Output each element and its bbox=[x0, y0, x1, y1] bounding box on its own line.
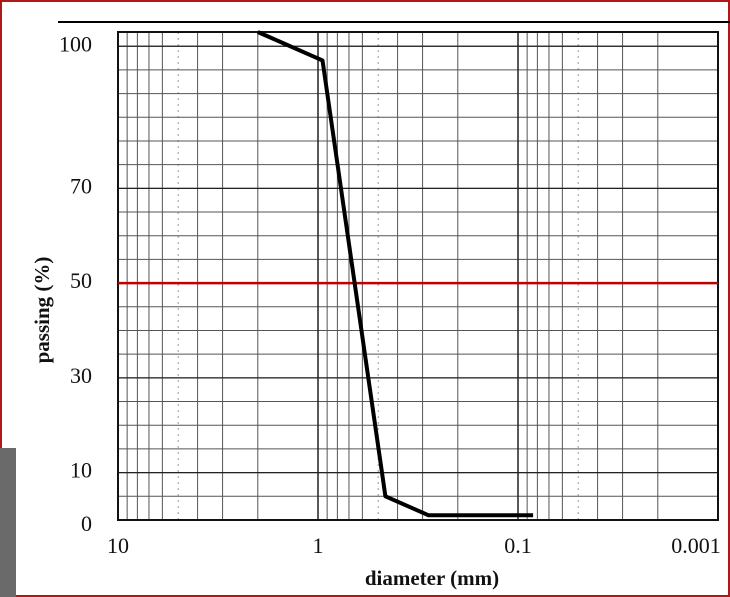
y-tick-label: 30 bbox=[70, 363, 92, 388]
x-tick-label: 1 bbox=[313, 533, 324, 558]
x-tick-label: 0.001 bbox=[671, 533, 721, 558]
y-tick-label: 0 bbox=[81, 511, 92, 536]
y-axis-label: passing (%) bbox=[30, 257, 54, 364]
plot-border bbox=[117, 31, 719, 521]
data-line bbox=[256, 30, 534, 518]
x-tick-label: 0.1 bbox=[504, 533, 532, 558]
y-tick-label: 100 bbox=[59, 31, 92, 56]
x-tick-label: 10 bbox=[107, 533, 129, 558]
y-tick-label: 50 bbox=[70, 268, 92, 293]
photo-fragment bbox=[0, 448, 16, 597]
y-tick-label: 10 bbox=[70, 458, 92, 483]
x-axis-label: diameter (mm) bbox=[365, 566, 499, 590]
y-tick-label: 70 bbox=[70, 173, 92, 198]
